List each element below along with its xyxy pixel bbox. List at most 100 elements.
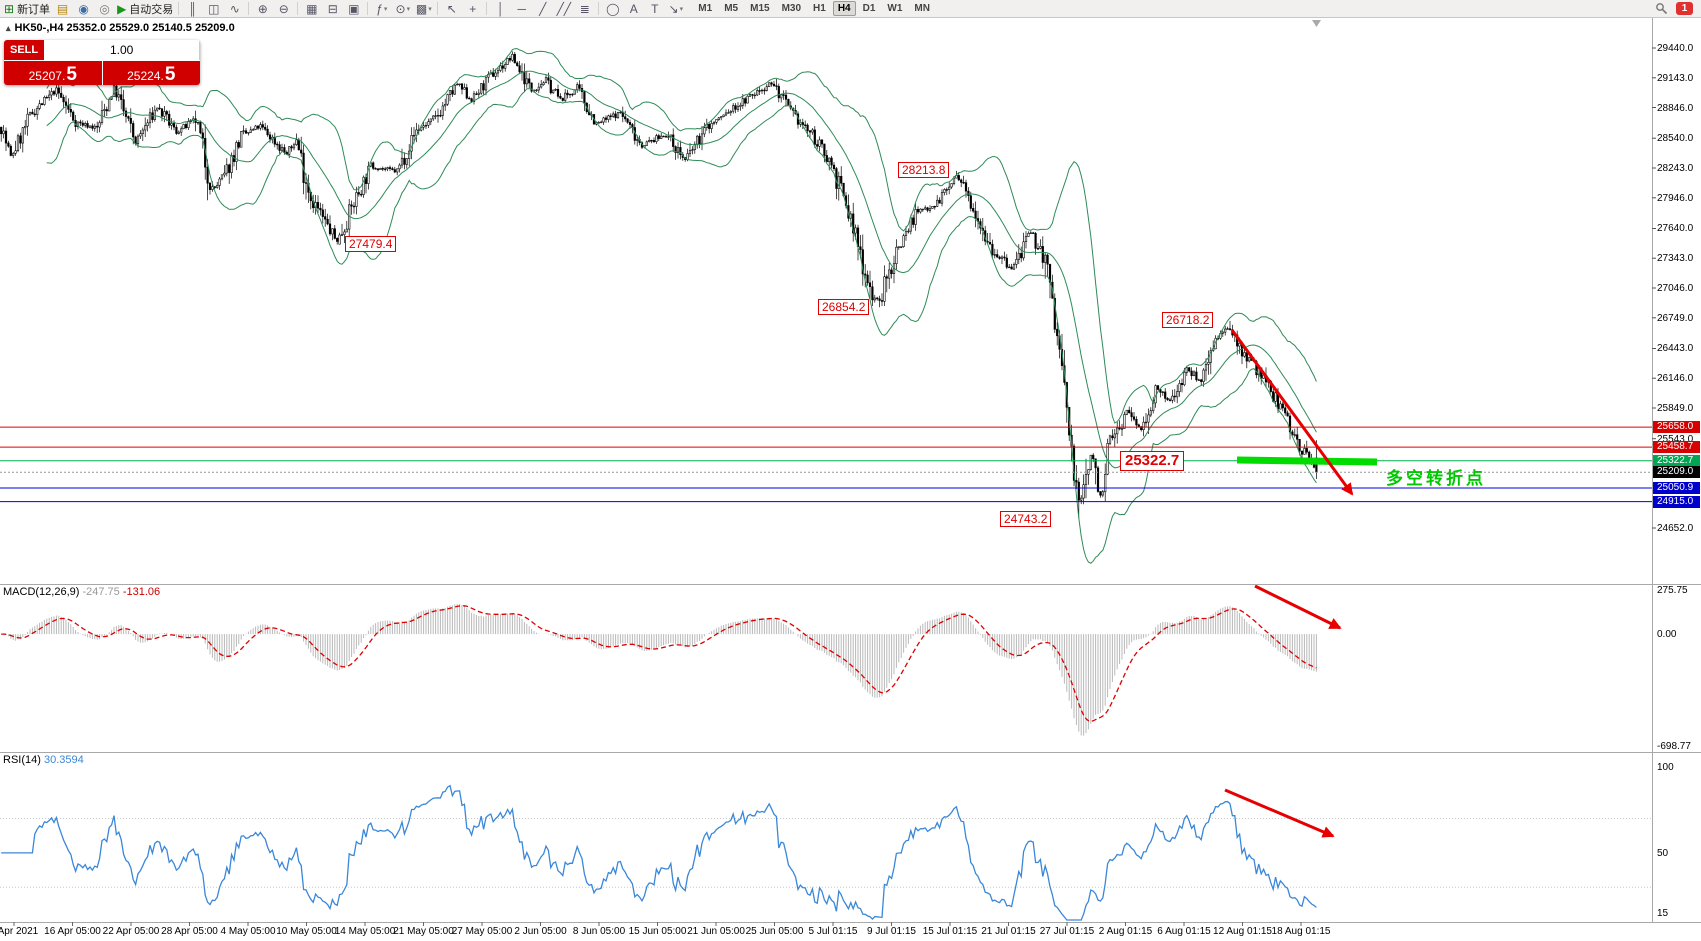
- cascade-windows-icon: ⊟: [327, 1, 338, 16]
- turning-point-segment: [1236, 456, 1378, 466]
- vertical-line-icon: │: [497, 1, 505, 16]
- price-callout[interactable]: 28213.8: [898, 162, 950, 178]
- rsi-label: RSI(14) 30.3594: [3, 754, 84, 766]
- horizontal-line-icon: ─: [517, 1, 527, 16]
- timeframe-mn-button[interactable]: MN: [914, 3, 930, 14]
- volume-input[interactable]: [44, 40, 200, 60]
- periods-button[interactable]: ⊙ ▾: [393, 1, 412, 17]
- time-axis-label: 21 May 05:00: [393, 926, 454, 937]
- horizontal-line-button[interactable]: ─: [512, 1, 531, 17]
- line-chart-type-button[interactable]: ∿: [225, 1, 244, 17]
- tile-windows-button[interactable]: ▦: [302, 1, 321, 17]
- cascade-windows-button[interactable]: ⊟: [323, 1, 342, 17]
- macd-signal-value: -131.06: [122, 586, 161, 598]
- toolbar-separator: [178, 2, 180, 15]
- price-axis-tick: 28846.0: [1657, 102, 1694, 114]
- time-axis-label: 15 Jul 01:15: [922, 926, 978, 937]
- timeframe-m15-button[interactable]: M15: [750, 3, 770, 14]
- crosshair-button[interactable]: +: [463, 1, 482, 17]
- time-axis-label: 5 Jul 01:15: [808, 926, 858, 937]
- price-axis-tick: 28540.0: [1657, 133, 1694, 145]
- fibonacci-button[interactable]: ≣: [575, 1, 594, 17]
- price-callout[interactable]: 26718.2: [1162, 312, 1214, 328]
- notification-badge[interactable]: 1: [1676, 2, 1693, 15]
- timeframe-h1-button[interactable]: H1: [813, 3, 826, 14]
- timeframe-m5-button[interactable]: M5: [724, 3, 739, 14]
- text-button[interactable]: A: [624, 1, 643, 17]
- templates-icon: ▩: [415, 1, 428, 16]
- price-axis-tick: 25849.0: [1657, 403, 1694, 414]
- timeframe-h4-button[interactable]: H4: [832, 1, 856, 16]
- arrows-tool-button[interactable]: ↘ ▾: [666, 1, 685, 17]
- rsi-line: [1, 784, 1317, 921]
- arrows-tool-icon: ↘: [668, 1, 679, 16]
- toolbar-separator: [486, 2, 488, 15]
- profiles-button[interactable]: ▤: [53, 1, 72, 17]
- text-label-button[interactable]: T: [645, 1, 664, 17]
- cursor-button[interactable]: ↖: [442, 1, 461, 17]
- candles-group: [0, 51, 1318, 519]
- indicators-icon: ƒ: [376, 1, 383, 16]
- trendline-icon: ╱: [539, 1, 547, 16]
- price-axis-marker: 24915.0: [1653, 495, 1700, 508]
- volume-box: ▲▼: [44, 40, 200, 60]
- bollinger-middle-band: [46, 70, 1317, 469]
- price-axis-marker: 25050.9: [1653, 482, 1700, 494]
- zoom-in-button[interactable]: ⊕: [253, 1, 272, 17]
- navigator-button[interactable]: ◎: [95, 1, 114, 17]
- one-click-collapse-caret[interactable]: ▴: [6, 23, 11, 33]
- timeframe-m1-button[interactable]: M1: [698, 3, 713, 14]
- time-axis-label: 8 Jun 05:00: [572, 926, 626, 937]
- chevron-down-icon: ▾: [679, 5, 684, 13]
- buy-price[interactable]: 25224. 5: [102, 61, 200, 85]
- price-axis-tick: 27640.0: [1657, 223, 1694, 235]
- toolbar-items: ⊞ 新订单 ▤ ◉ ◎ ▶ 自动交易 ║ ◫ ∿ ⊕ ⊖ ▦ ⊟ ▣ ƒ ▾ ⊙ ▾ ▩ ▾ ↖ + │ ─ ╱ ╱╱ ≣ ◯ A T ↘ ▾: [2, 1, 686, 17]
- bar-chart-type-button[interactable]: ║: [183, 1, 202, 17]
- timeframe-bar: M1 M5 M15 M30 H1 H4 D1 W1 MN: [692, 1, 936, 16]
- macd-name: MACD(12,26,9): [3, 586, 80, 598]
- time-axis-label: 12 Aug 01:15: [1213, 926, 1272, 937]
- time-axis-label: 15 Jun 05:00: [628, 926, 687, 937]
- vertical-line-button[interactable]: │: [491, 1, 510, 17]
- arrange-windows-button[interactable]: ▣: [344, 1, 363, 17]
- timeframe-m30-button[interactable]: M30: [781, 3, 802, 14]
- trendline-button[interactable]: ╱: [533, 1, 552, 17]
- price-axis-tick: 26749.0: [1657, 312, 1694, 324]
- chevron-down-icon: ▾: [406, 5, 411, 13]
- sell-button[interactable]: SELL: [4, 40, 45, 60]
- candlestick-type-icon: ◫: [208, 1, 220, 16]
- chart-info-line: ▴ HK50-,H4 25352.0 25529.0 25140.5 25209.…: [6, 22, 235, 34]
- arrange-windows-icon: ▣: [348, 1, 360, 16]
- profiles-icon: ▤: [56, 1, 69, 16]
- price-callout[interactable]: 27479.4: [345, 236, 397, 252]
- market-watch-button[interactable]: ◉: [74, 1, 93, 17]
- shapes-icon: ◯: [606, 1, 620, 16]
- price-callout[interactable]: 26854.2: [818, 299, 870, 315]
- price-callout[interactable]: 24743.2: [1000, 511, 1052, 527]
- equidistant-channel-button[interactable]: ╱╱: [554, 1, 573, 17]
- price-callout[interactable]: 25322.7: [1120, 451, 1185, 471]
- time-axis-label: 16 Apr 05:00: [44, 926, 101, 937]
- buy-price-big-digit: 5: [164, 64, 176, 85]
- rsi-name: RSI(14): [3, 754, 41, 766]
- indicators-button[interactable]: ƒ ▾: [372, 1, 391, 17]
- periods-icon: ⊙: [395, 1, 406, 16]
- time-axis-label: 9 Jul 01:15: [867, 926, 916, 937]
- new-order-button[interactable]: ⊞ 新订单: [3, 1, 51, 17]
- candlestick-type-button[interactable]: ◫: [204, 1, 223, 17]
- timeframe-w1-button[interactable]: W1: [887, 3, 903, 14]
- annotation-turning-point-text[interactable]: 多空转折点: [1386, 469, 1486, 488]
- search-icon[interactable]: [1655, 2, 1668, 15]
- text-label-icon: T: [651, 1, 659, 16]
- templates-button[interactable]: ▩ ▾: [414, 1, 433, 17]
- macd-signal-line: [1, 605, 1317, 723]
- trend-arrow: [1230, 329, 1354, 496]
- sell-price[interactable]: 25207. 5: [4, 61, 102, 85]
- price-axis-tick: 27046.0: [1657, 283, 1694, 294]
- shapes-button[interactable]: ◯: [603, 1, 622, 17]
- line-chart-type-icon: ∿: [229, 1, 240, 16]
- zoom-out-button[interactable]: ⊖: [274, 1, 293, 17]
- timeframe-d1-button[interactable]: D1: [862, 3, 876, 14]
- autotrading-button[interactable]: ▶ 自动交易: [116, 1, 174, 17]
